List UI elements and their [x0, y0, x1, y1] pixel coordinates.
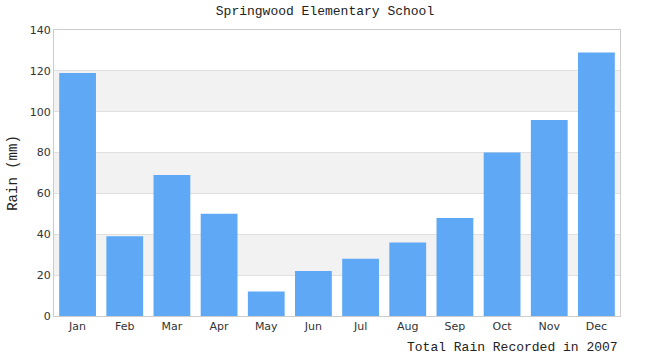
svg-text:120: 120 [30, 65, 51, 78]
svg-text:Jul: Jul [353, 320, 367, 333]
svg-text:Aug: Aug [397, 320, 418, 333]
svg-text:Rain (mm): Rain (mm) [5, 135, 21, 211]
svg-text:May: May [255, 320, 278, 333]
svg-text:Sep: Sep [445, 320, 466, 333]
svg-text:Oct: Oct [493, 320, 513, 333]
svg-text:80: 80 [37, 146, 51, 159]
svg-text:Jun: Jun [304, 320, 322, 333]
svg-text:60: 60 [37, 187, 51, 200]
svg-text:Total Rain Recorded in 2007: Total Rain Recorded in 2007 [407, 340, 618, 355]
svg-text:40: 40 [37, 228, 51, 241]
svg-text:Apr: Apr [210, 320, 230, 333]
svg-text:Nov: Nov [539, 320, 561, 333]
svg-text:100: 100 [30, 106, 51, 119]
svg-text:0: 0 [44, 310, 51, 323]
svg-text:Springwood Elementary School: Springwood Elementary School [216, 4, 435, 19]
svg-text:20: 20 [37, 269, 51, 282]
svg-text:Mar: Mar [162, 320, 183, 333]
svg-text:Jan: Jan [68, 320, 86, 333]
svg-text:Feb: Feb [115, 320, 134, 333]
svg-text:140: 140 [30, 24, 51, 37]
svg-text:Dec: Dec [586, 320, 607, 333]
